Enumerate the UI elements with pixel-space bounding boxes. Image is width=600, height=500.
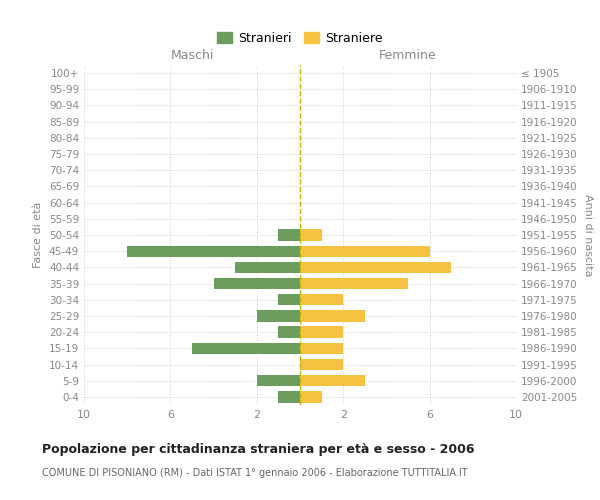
Bar [300, 342, 343, 354]
Bar [300, 230, 322, 240]
Bar [300, 262, 451, 273]
Bar [214, 278, 300, 289]
Bar [127, 246, 300, 257]
Bar [278, 294, 300, 306]
Y-axis label: Fasce di età: Fasce di età [34, 202, 43, 268]
Bar [257, 375, 300, 386]
Y-axis label: Anni di nascita: Anni di nascita [583, 194, 593, 276]
Bar [300, 391, 322, 402]
Bar [278, 391, 300, 402]
Text: Maschi: Maschi [170, 48, 214, 62]
Bar [257, 310, 300, 322]
Legend: Stranieri, Straniere: Stranieri, Straniere [212, 27, 388, 50]
Text: Popolazione per cittadinanza straniera per età e sesso - 2006: Popolazione per cittadinanza straniera p… [42, 442, 475, 456]
Bar [300, 278, 408, 289]
Text: COMUNE DI PISONIANO (RM) - Dati ISTAT 1° gennaio 2006 - Elaborazione TUTTITALIA.: COMUNE DI PISONIANO (RM) - Dati ISTAT 1°… [42, 468, 467, 477]
Bar [192, 342, 300, 354]
Bar [300, 375, 365, 386]
Text: Femmine: Femmine [379, 48, 437, 62]
Bar [300, 326, 343, 338]
Bar [300, 246, 430, 257]
Bar [300, 359, 343, 370]
Bar [278, 326, 300, 338]
Bar [300, 294, 343, 306]
Bar [278, 230, 300, 240]
Bar [235, 262, 300, 273]
Bar [300, 310, 365, 322]
